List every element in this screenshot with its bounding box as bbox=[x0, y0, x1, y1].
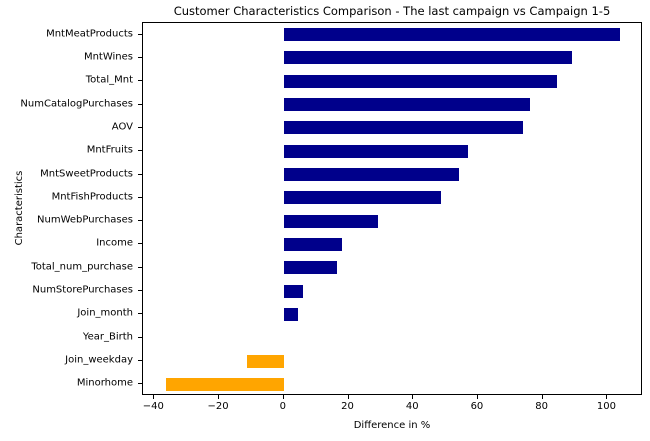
x-tickmark bbox=[153, 395, 155, 399]
chart-title: Customer Characteristics Comparison - Th… bbox=[173, 4, 611, 18]
y-tick-label-MntWines: MntWines bbox=[83, 51, 133, 63]
y-tick-label-MntSweetProducts: MntSweetProducts bbox=[40, 168, 133, 180]
x-tickmark bbox=[476, 395, 478, 399]
bar-MntWines bbox=[283, 51, 572, 65]
x-tickmark bbox=[541, 395, 543, 399]
bar-Minorhome bbox=[165, 377, 284, 391]
x-tick-label-100: 100 bbox=[596, 401, 616, 412]
y-tickmark bbox=[138, 243, 142, 245]
y-tick-label-MntFruits: MntFruits bbox=[86, 144, 133, 156]
y-tickmark bbox=[138, 56, 142, 58]
y-tickmark bbox=[138, 383, 142, 385]
y-axis-title: Characteristics bbox=[14, 170, 25, 246]
y-tick-label-Join_month: Join_month bbox=[77, 307, 133, 319]
x-tick-label--40: −40 bbox=[142, 401, 164, 412]
y-tick-label-Minorhome: Minorhome bbox=[76, 377, 133, 389]
plot-area bbox=[142, 22, 642, 395]
x-tick-label-60: 60 bbox=[470, 401, 484, 412]
x-tickmark bbox=[347, 395, 349, 399]
y-tickmark bbox=[138, 150, 142, 152]
bar-NumWebPurchases bbox=[283, 214, 378, 228]
x-tickmark bbox=[218, 395, 220, 399]
x-tickmark bbox=[412, 395, 414, 399]
y-tick-label-Total_Mnt: Total_Mnt bbox=[85, 74, 133, 86]
bar-Join_month bbox=[283, 307, 299, 321]
bar-NumCatalogPurchases bbox=[283, 98, 530, 112]
bar-MntFruits bbox=[283, 144, 469, 158]
y-tickmark bbox=[138, 336, 142, 338]
y-axis-labels: MntMeatProducts MntWines Total_Mnt NumCatal… bbox=[0, 22, 142, 395]
bar-MntSweetProducts bbox=[283, 168, 459, 182]
bar-Total_num_purchase bbox=[283, 261, 338, 275]
y-tick-label-AOV: AOV bbox=[111, 121, 133, 133]
y-tickmark bbox=[138, 266, 142, 268]
y-tickmark bbox=[138, 196, 142, 198]
bar-AOV bbox=[283, 121, 524, 135]
x-tick-label-80: 80 bbox=[535, 401, 549, 412]
y-tick-label-MntFishProducts: MntFishProducts bbox=[51, 191, 133, 203]
bar-MntFishProducts bbox=[283, 191, 441, 205]
y-tickmark bbox=[138, 126, 142, 128]
x-tickmark bbox=[606, 395, 608, 399]
x-tick-label-20: 20 bbox=[341, 401, 354, 412]
y-tick-label-Join_weekday: Join_weekday bbox=[65, 354, 133, 366]
y-tickmark bbox=[138, 290, 142, 292]
x-tick-label-0: 0 bbox=[279, 401, 286, 412]
y-tick-label-MntMeatProducts: MntMeatProducts bbox=[46, 28, 133, 40]
y-tickmark bbox=[138, 33, 142, 35]
bar-Join_weekday bbox=[246, 354, 284, 368]
y-tickmark bbox=[138, 220, 142, 222]
bar-NumStorePurchases bbox=[283, 284, 304, 298]
bar-MntMeatProducts bbox=[283, 28, 621, 42]
x-tick-label--20: −20 bbox=[207, 401, 229, 412]
y-tick-label-Total_num_purchase: Total_num_purchase bbox=[31, 261, 133, 273]
x-tickmark bbox=[282, 395, 284, 399]
y-tick-label-NumWebPurchases: NumWebPurchases bbox=[37, 214, 133, 226]
y-tickmark bbox=[138, 360, 142, 362]
y-tick-label-NumStorePurchases: NumStorePurchases bbox=[32, 284, 133, 296]
y-tickmark bbox=[138, 313, 142, 315]
bar-Income bbox=[283, 237, 343, 251]
y-tickmark bbox=[138, 173, 142, 175]
y-tickmark bbox=[138, 80, 142, 82]
x-axis-ticks: −40 −20 0 20 40 60 80 100 bbox=[142, 395, 642, 415]
y-tick-label-Income: Income bbox=[96, 237, 133, 249]
x-axis-title: Difference in % bbox=[353, 420, 431, 431]
y-tick-label-NumCatalogPurchases: NumCatalogPurchases bbox=[20, 98, 133, 110]
bar-Total_Mnt bbox=[283, 74, 558, 88]
y-tickmark bbox=[138, 103, 142, 105]
x-tick-label-40: 40 bbox=[405, 401, 419, 412]
y-tick-label-Year_Birth: Year_Birth bbox=[82, 331, 133, 343]
